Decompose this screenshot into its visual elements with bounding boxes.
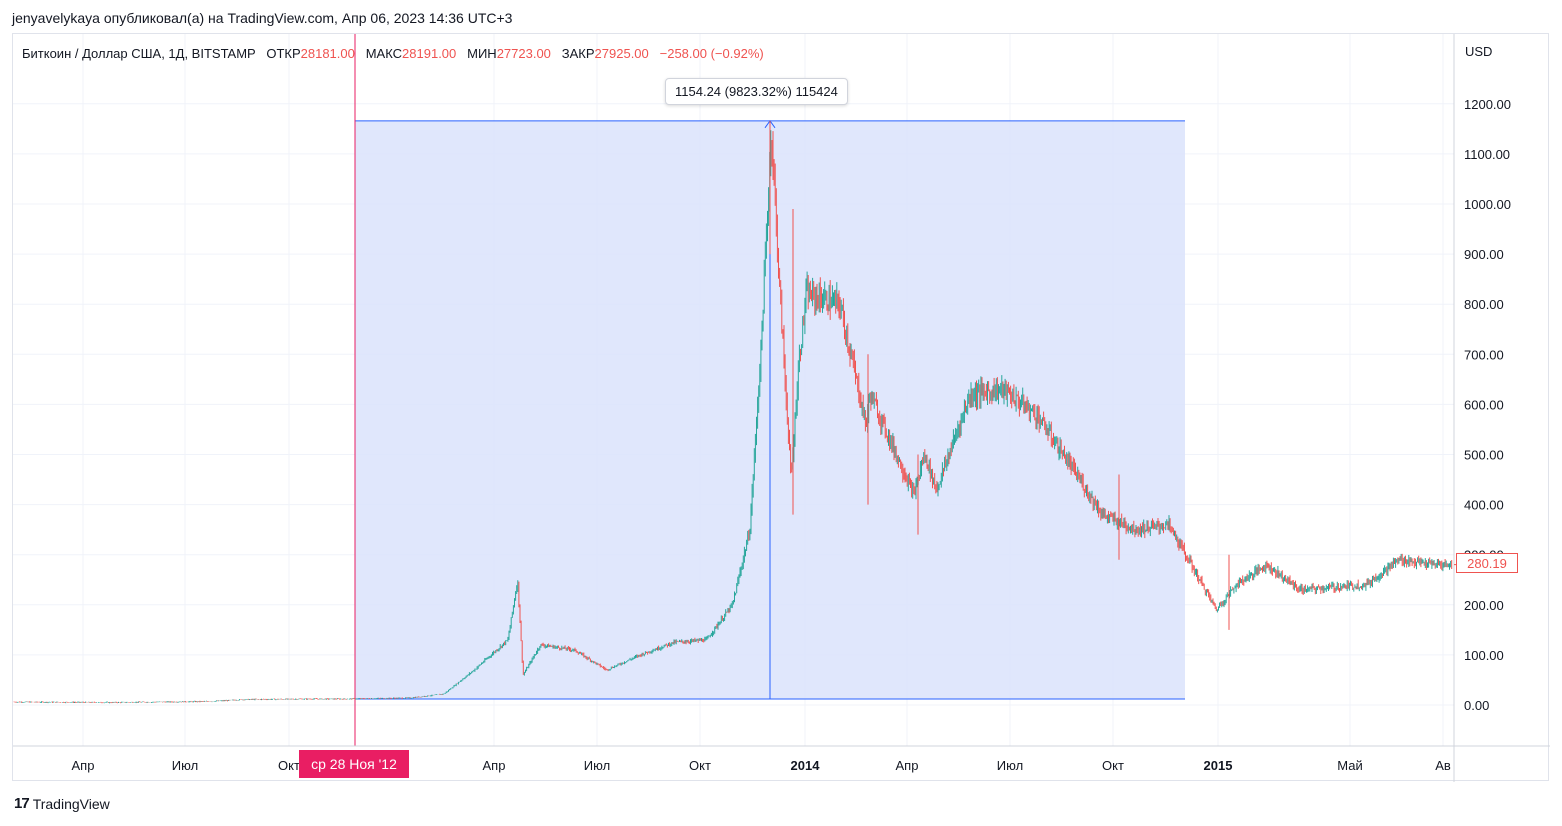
x-tick-label: Окт xyxy=(278,758,300,773)
x-tick-label: Июл xyxy=(997,758,1023,773)
x-tick-label: Апр xyxy=(896,758,919,773)
x-tick-label: Окт xyxy=(689,758,711,773)
x-tick-label: 2014 xyxy=(791,758,821,773)
y-tick-label: 400.00 xyxy=(1464,498,1504,513)
currency-label: USD xyxy=(1465,44,1492,59)
y-tick-label: 0.00 xyxy=(1464,698,1489,713)
x-tick-label: Май xyxy=(1337,758,1362,773)
x-tick-label: Июл xyxy=(584,758,610,773)
high-value: 28191.00 xyxy=(402,46,457,61)
symbol-name: Биткоин / Доллар США, 1Д, BITSTAMP xyxy=(22,46,256,61)
y-tick-label: 800.00 xyxy=(1464,297,1504,312)
y-tick-label: 900.00 xyxy=(1464,247,1504,262)
x-tick-label: 2015 xyxy=(1204,758,1233,773)
x-tick-label: Окт xyxy=(1102,758,1124,773)
x-tick-label: Апр xyxy=(72,758,95,773)
y-tick-label: 100.00 xyxy=(1464,648,1504,663)
last-price-badge: 280.19 xyxy=(1456,553,1518,573)
y-tick-label: 700.00 xyxy=(1464,347,1504,362)
open-label: ОТКР xyxy=(266,46,301,61)
candles xyxy=(13,120,1453,704)
y-tick-label: 1100.00 xyxy=(1464,147,1510,162)
change-value: −258.00 (−0.92%) xyxy=(659,46,764,61)
tradingview-logo[interactable]: 17 TradingView xyxy=(14,795,110,812)
close-label: ЗАКР xyxy=(561,46,595,61)
tradingview-logo-text: TradingView xyxy=(32,795,110,812)
y-tick-label: 1000.00 xyxy=(1464,197,1511,212)
crosshair-date-badge: ср 28 Ноя '12 xyxy=(299,750,409,778)
x-tick-label: Апр xyxy=(483,758,506,773)
tradingview-logo-icon: 17 xyxy=(14,795,30,812)
symbol-legend: Биткоин / Доллар США, 1Д, BITSTAMP ОТКР2… xyxy=(22,46,764,61)
x-tick-label: Ав xyxy=(1435,758,1451,773)
publish-caption: jenyavelykaya опубликовал(а) на TradingV… xyxy=(12,10,513,26)
chart-frame[interactable]: 0.00100.00200.00300.00400.00500.00600.00… xyxy=(12,33,1550,782)
open-value: 28181.00 xyxy=(300,46,355,61)
y-tick-label: 200.00 xyxy=(1464,598,1504,613)
price-chart[interactable]: 0.00100.00200.00300.00400.00500.00600.00… xyxy=(13,34,1550,782)
close-value: 27925.00 xyxy=(594,46,649,61)
y-tick-label: 600.00 xyxy=(1464,397,1504,412)
measure-tooltip: 1154.24 (9823.32%) 115424 xyxy=(665,78,848,105)
low-label: МИН xyxy=(467,46,497,61)
low-value: 27723.00 xyxy=(496,46,551,61)
y-tick-label: 1200.00 xyxy=(1464,97,1511,112)
axes: 0.00100.00200.00300.00400.00500.00600.00… xyxy=(13,34,1550,782)
y-tick-label: 500.00 xyxy=(1464,448,1504,463)
high-label: МАКС xyxy=(365,46,403,61)
x-tick-label: Июл xyxy=(172,758,198,773)
